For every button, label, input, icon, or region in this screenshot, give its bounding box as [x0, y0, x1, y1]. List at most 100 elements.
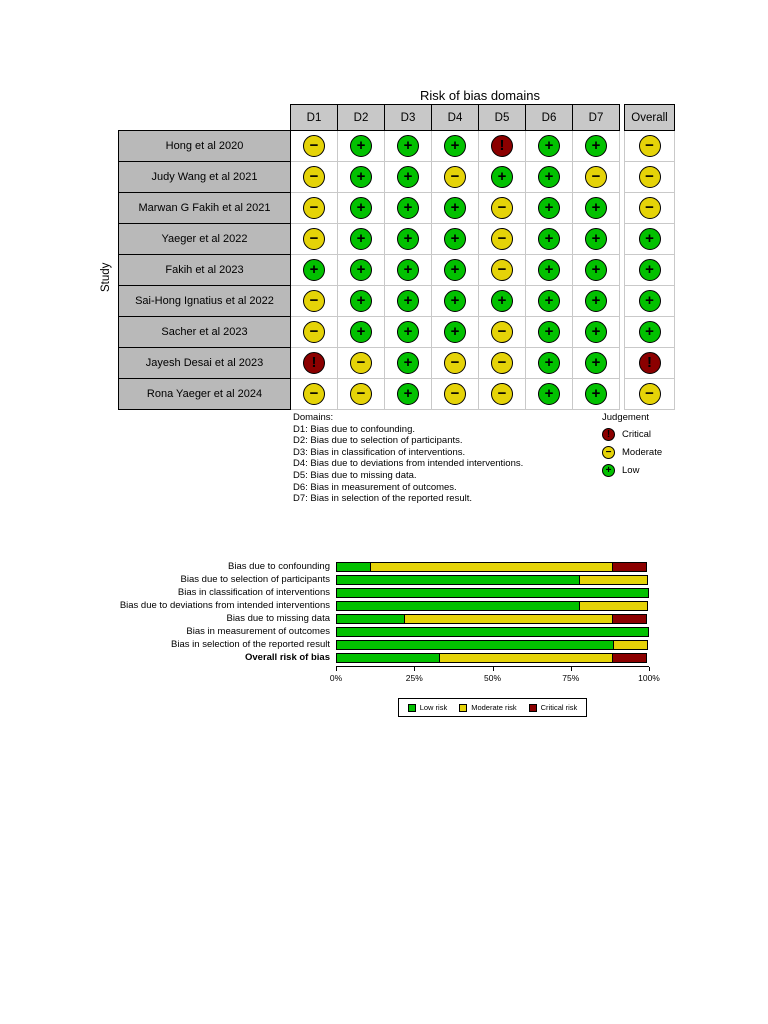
judgement-low-icon: +: [585, 197, 607, 219]
domains-legend: Domains: D1: Bias due to confounding. D2:…: [293, 412, 523, 505]
bar-segment-low-risk: [336, 639, 615, 650]
judgement-cell: +: [337, 254, 385, 286]
study-label: Sai-Hong Ignatius et al 2022: [118, 285, 291, 317]
summary-bar-chart: Bias due to confounding Bias due to selec…: [96, 560, 660, 717]
judgement-low-icon: +: [397, 197, 419, 219]
judgement-moderate-icon: −: [303, 383, 325, 405]
study-row: Sacher et al 2023− + + + − + + +: [118, 316, 675, 348]
bar-row: Bias in selection of the reported result: [96, 638, 649, 651]
judgement-low-icon: +: [585, 352, 607, 374]
judgement-moderate-icon: −: [303, 228, 325, 250]
judgement-low-icon: +: [303, 259, 325, 281]
judgement-cell: +: [525, 161, 573, 193]
legend-label: Low risk: [419, 703, 448, 712]
judgement-cell: +: [572, 254, 620, 286]
study-label: Hong et al 2020: [118, 130, 291, 162]
column-header-d4: D4: [431, 104, 479, 131]
judgement-moderate-icon: −: [638, 197, 661, 219]
judgement-low-icon: +: [350, 290, 372, 312]
judgement-cell: −: [478, 223, 526, 255]
judgement-legend-item: ! Critical: [602, 428, 662, 441]
bar-segment-moderate-risk: [404, 613, 614, 624]
bar-row: Bias due to selection of participants: [96, 573, 649, 586]
judgement-low-icon: +: [638, 228, 661, 250]
judgement-low-icon: +: [350, 228, 372, 250]
bar-segment-low-risk: [336, 561, 371, 572]
judgement-low-icon: +: [397, 166, 419, 188]
judgement-cell: +: [624, 223, 675, 255]
judgement-low-icon: +: [397, 290, 419, 312]
judgement-low-icon: +: [397, 259, 419, 281]
judgement-critical-icon: !: [638, 352, 661, 374]
bar-category-label: Bias due to selection of participants: [180, 574, 330, 585]
column-header-d6: D6: [525, 104, 573, 131]
study-row: Hong et al 2020− + + +! + + −: [118, 130, 675, 162]
domains-legend-heading: Domains:: [293, 412, 334, 423]
bar-segment-low-risk: [336, 587, 649, 598]
bar-chart-legend: Low risk Moderate risk Critical risk: [397, 698, 588, 717]
legend-label: Critical risk: [540, 703, 578, 712]
column-header-d2: D2: [337, 104, 385, 131]
judgement-cell: +: [431, 223, 479, 255]
judgement-cell: −: [478, 347, 526, 379]
column-header-d1: D1: [290, 104, 338, 131]
judgement-cell: +: [572, 285, 620, 317]
study-row: Fakih et al 2023 + + + + − + + +: [118, 254, 675, 286]
judgement-cell: −: [572, 161, 620, 193]
bar-segment-critical-risk: [612, 652, 647, 663]
bar-segment-low-risk: [336, 600, 580, 611]
study-row: Jayesh Desai et al 2023! − + − − + +!: [118, 347, 675, 379]
bar-segment-moderate-risk: [369, 561, 614, 572]
judgement-low-icon: +: [444, 228, 466, 250]
legend-label: Moderate risk: [471, 703, 517, 712]
judgement-critical-icon: !: [491, 135, 513, 157]
judgement-moderate-icon: −: [303, 135, 325, 157]
judgement-low-icon: +: [444, 259, 466, 281]
study-axis-label: Study: [100, 262, 112, 292]
judgement-cell: !: [478, 130, 526, 162]
study-label: Marwan G Fakih et al 2021: [118, 192, 291, 224]
judgement-cell: −: [290, 285, 338, 317]
judgement-cell: +: [624, 316, 675, 348]
judgement-moderate-icon: −: [491, 259, 513, 281]
study-label: Sacher et al 2023: [118, 316, 291, 348]
judgement-cell: +: [431, 285, 479, 317]
judgement-cell: −: [290, 316, 338, 348]
judgement-moderate-icon: −: [602, 446, 615, 459]
judgement-cell: +: [337, 130, 385, 162]
study-row: Judy Wang et al 2021− + + − + + − −: [118, 161, 675, 193]
judgement-low-icon: +: [397, 352, 419, 374]
judgement-cell: +: [384, 285, 432, 317]
judgement-moderate-icon: −: [444, 352, 466, 374]
column-header-d3: D3: [384, 104, 432, 131]
judgement-moderate-icon: −: [444, 383, 466, 405]
judgement-moderate-icon: −: [491, 352, 513, 374]
judgement-low-icon: +: [397, 135, 419, 157]
bar-track: [336, 600, 649, 611]
judgement-cell: +: [572, 192, 620, 224]
domains-legend-items: D1: Bias due to confounding. D2: Bias due…: [293, 424, 523, 505]
axis-tick-label: 25%: [405, 673, 423, 683]
bar-segment-moderate-risk: [578, 600, 648, 611]
domain-definition: D6: Bias in measurement of outcomes.: [293, 481, 457, 493]
judgement-low-icon: +: [538, 259, 560, 281]
study-label: Yaeger et al 2022: [118, 223, 291, 255]
judgement-cell: +: [337, 285, 385, 317]
domain-definition: D1: Bias due to confounding.: [293, 423, 416, 435]
bar-row: Overall risk of bias: [96, 651, 649, 664]
judgement-low-icon: +: [538, 197, 560, 219]
judgement-moderate-icon: −: [303, 321, 325, 343]
judgement-cell: +: [384, 192, 432, 224]
legend-swatch: [407, 703, 416, 712]
judgement-cell: +: [337, 161, 385, 193]
judgement-low-icon: +: [585, 259, 607, 281]
bar-category-label: Bias due to deviations from intended int…: [119, 600, 330, 611]
judgement-cell: −: [290, 378, 338, 410]
bar-chart-legend-wrap: Low risk Moderate risk Critical risk: [336, 698, 649, 717]
judgement-critical-icon: !: [602, 428, 615, 441]
judgement-low-icon: +: [444, 290, 466, 312]
bar-row: Bias in classification of interventions: [96, 586, 649, 599]
study-label: Judy Wang et al 2021: [118, 161, 291, 193]
judgement-cell: +: [384, 254, 432, 286]
legend-item: Low risk: [407, 703, 448, 712]
